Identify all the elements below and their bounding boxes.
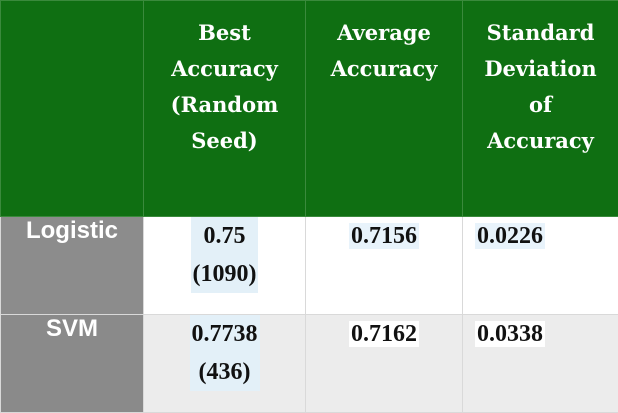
- header-std-line-4: Accuracy: [463, 123, 618, 159]
- header-std-accuracy: Standard Deviation of Accuracy: [463, 1, 618, 217]
- header-average-accuracy: Average Accuracy: [306, 1, 463, 217]
- table-row: SVM 0.7738 (436) 0.7162 0.0338: [1, 315, 618, 413]
- cell-best-svm: 0.7738 (436): [144, 315, 306, 413]
- header-row: Best Accuracy (Random Seed) Average Accu…: [1, 1, 618, 217]
- cell-best-value: 0.75: [193, 217, 257, 255]
- header-std-line-2: Deviation: [463, 51, 618, 87]
- header-best-line-2: Accuracy: [144, 51, 305, 87]
- header-corner: [1, 1, 144, 217]
- cell-best-logistic: 0.75 (1090): [144, 217, 306, 315]
- header-best-accuracy: Best Accuracy (Random Seed): [144, 1, 306, 217]
- cell-best-value: 0.7738: [192, 315, 258, 353]
- cell-std-value: 0.0226: [475, 223, 545, 249]
- cell-std-value: 0.0338: [475, 321, 545, 347]
- header-best-line-1: Best: [144, 15, 305, 51]
- cell-best-seed: (1090): [193, 255, 257, 293]
- header-best-line-4: Seed): [144, 123, 305, 159]
- header-average-line-1: Average: [306, 15, 462, 51]
- cell-average-logistic: 0.7156: [306, 217, 463, 315]
- cell-std-svm: 0.0338: [463, 315, 618, 413]
- header-best-line-3: (Random: [144, 87, 305, 123]
- row-label-logistic: Logistic: [1, 217, 144, 315]
- cell-best-seed: (436): [192, 353, 258, 391]
- header-std-line-1: Standard: [463, 15, 618, 51]
- cell-average-value: 0.7162: [349, 321, 419, 347]
- header-std-line-3: of: [463, 87, 618, 123]
- cell-average-value: 0.7156: [349, 223, 419, 249]
- header-average-line-2: Accuracy: [306, 51, 462, 87]
- row-label-svm: SVM: [1, 315, 144, 413]
- cell-std-logistic: 0.0226: [463, 217, 618, 315]
- cell-average-svm: 0.7162: [306, 315, 463, 413]
- table-row: Logistic 0.75 (1090) 0.7156 0.0226: [1, 217, 618, 315]
